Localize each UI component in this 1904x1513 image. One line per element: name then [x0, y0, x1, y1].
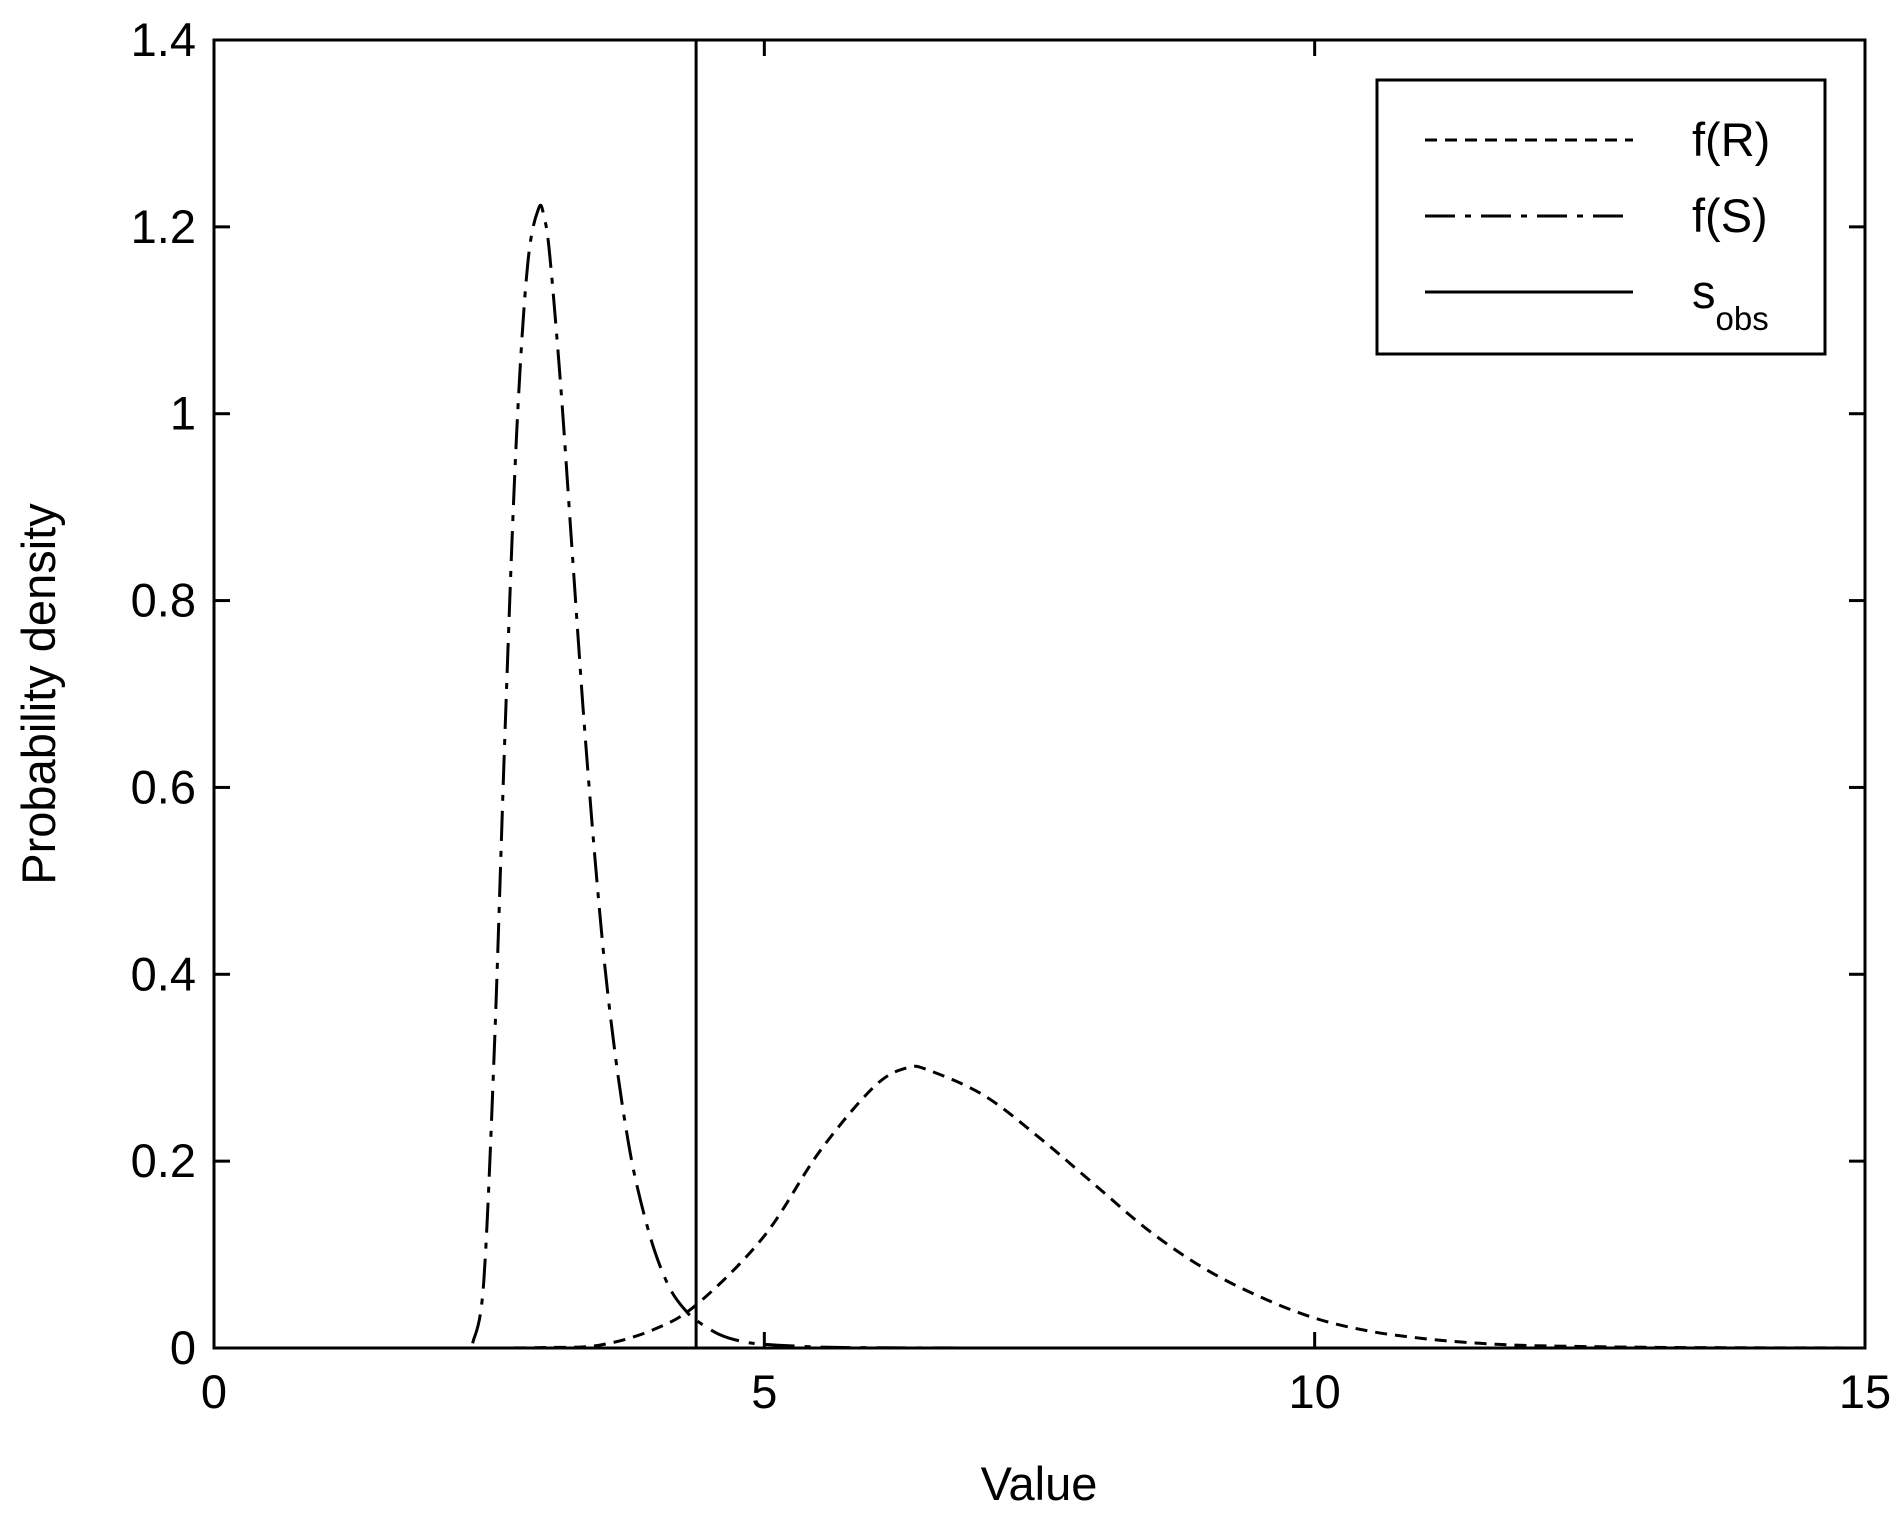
plot-frame	[212, 38, 1867, 1350]
y-tick-label: 0.2	[131, 1134, 196, 1187]
legend-label-subscript: obs	[1716, 300, 1769, 337]
x-tick-label: 5	[751, 1365, 777, 1418]
ticks-layer	[212, 38, 1867, 1350]
y-axis-label: Probability density	[12, 503, 65, 885]
x-tick-label: 15	[1839, 1365, 1891, 1418]
x-tick-label: 10	[1289, 1365, 1341, 1418]
y-tick-label: 1.2	[131, 200, 196, 253]
legend: f(R)f(S)sobs	[1375, 78, 1827, 356]
y-tick-label: 1	[170, 387, 196, 440]
series-layer	[214, 40, 1865, 1348]
y-tick-label: 0.4	[131, 947, 196, 1000]
tick-labels: 0 5 10 15 0 0.2 0.4 0.6 0.8 1 1.2 1.4	[131, 13, 1891, 1418]
y-tick-label: 1.4	[131, 13, 196, 66]
y-tick-label: 0.8	[131, 574, 196, 627]
series-f-s	[471, 203, 1095, 1348]
x-tick-label: 0	[201, 1365, 227, 1418]
y-tick-label: 0	[170, 1321, 196, 1374]
series-f-r	[214, 1064, 1865, 1348]
x-axis-label: Value	[981, 1457, 1098, 1510]
y-tick-label: 0.6	[131, 760, 196, 813]
legend-label: f(R)	[1692, 113, 1770, 166]
legend-label: f(S)	[1692, 189, 1768, 242]
